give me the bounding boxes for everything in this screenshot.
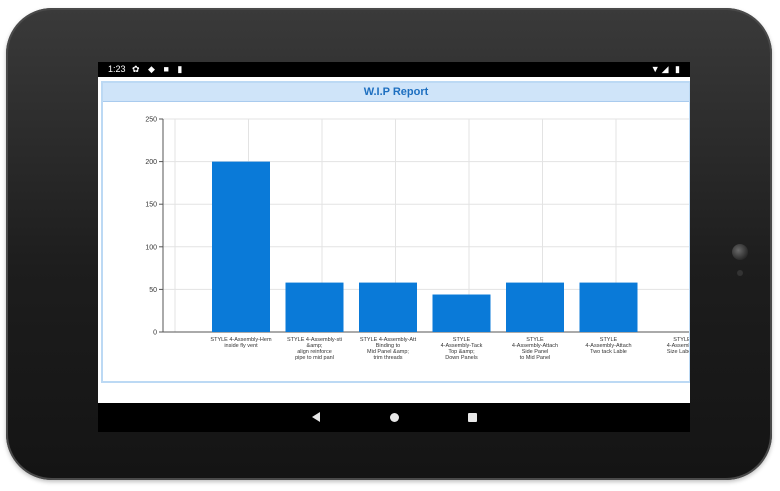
report-title: W.I.P Report	[103, 83, 689, 102]
x-category-label-line: 4-Assembly-Attach	[585, 343, 631, 349]
x-category-label-line: to Mid Panel	[520, 355, 551, 361]
bar[interactable]	[506, 282, 564, 332]
y-tick-label: 50	[149, 287, 157, 294]
x-category-label-line: STYLE	[453, 337, 471, 343]
back-icon[interactable]	[312, 412, 320, 422]
status-time: 1:23	[108, 64, 126, 74]
status-bar: 1:23 ✿ ◆ ■ ▮ ▼◢ ▮	[98, 62, 690, 77]
x-category-label-line: trim threads	[373, 355, 402, 361]
x-category-label-line: pipe to mid panl	[295, 355, 334, 361]
y-tick-label: 150	[145, 202, 157, 209]
x-category-label-line: Down Panels	[445, 355, 478, 361]
device-screen: 1:23 ✿ ◆ ■ ▮ ▼◢ ▮ W.I.P Report 0 50 100 150…	[98, 62, 690, 432]
x-category-label-line: STYLE 4-Assembly-Att	[360, 337, 417, 343]
x-category-label-line: Binding to	[376, 343, 400, 349]
x-category-label: STYLE 4-Assembly-sti &amp; align reinforce…	[287, 337, 342, 361]
camera-icon	[732, 244, 748, 260]
home-icon[interactable]	[390, 413, 399, 422]
y-tick-label: 200	[145, 159, 157, 166]
x-category-label-line: STYLE	[600, 337, 618, 343]
app-content: W.I.P Report 0 50 100 150 200 250 STYLE 4-Asse…	[98, 77, 690, 403]
bar[interactable]	[359, 282, 417, 332]
x-category-label-line: STYLE 4-Assembly-sti	[287, 337, 342, 343]
wip-report-panel: W.I.P Report 0 50 100 150 200 250 STYLE 4-Asse…	[101, 81, 690, 383]
x-category-label-line: align reinforce	[297, 349, 332, 355]
x-category-label-line: STYLE 4-Assembly-Hem	[210, 337, 272, 343]
x-category-label-line: inside fly vent	[224, 343, 258, 349]
x-category-label-line: 4-Assembly-	[667, 343, 689, 349]
x-category-label: STYLE 4-Assembly-Tack Top &amp; Down Panels	[441, 337, 483, 361]
bar[interactable]	[212, 161, 270, 332]
x-category-label-line: Top &amp;	[448, 349, 475, 355]
y-tick-label: 250	[145, 117, 157, 124]
bar[interactable]	[432, 294, 491, 332]
x-category-label: STYLE 4-Assembly-Att Binding to Mid Panel …	[360, 337, 417, 361]
navigation-bar	[98, 403, 690, 432]
x-category-label: STYLE 4-Assembly-Attach Side Panel to Mid P…	[512, 337, 558, 361]
status-notification-icons: ✿ ◆ ■ ▮	[132, 64, 186, 74]
y-tick-label: 0	[153, 330, 157, 337]
x-category-label-line: Side Panel	[522, 349, 549, 355]
x-category-label-line: STYLE	[673, 337, 689, 343]
y-tick-label: 100	[145, 244, 157, 251]
bar[interactable]	[285, 282, 344, 332]
x-category-label-line: Mid Panel &amp;	[367, 349, 409, 355]
bar[interactable]	[579, 282, 638, 332]
x-category-label-line: STYLE	[526, 337, 544, 343]
sensor-icon	[737, 270, 743, 276]
x-category-label: STYLE 4-Assembly-Hem inside fly vent	[210, 337, 272, 349]
chart-container[interactable]: 0 50 100 150 200 250 STYLE 4-Assembly-Hem insid…	[103, 103, 690, 381]
x-category-label-line: 4-Assembly-Attach	[512, 343, 558, 349]
x-category-label-line: 4-Assembly-Tack	[441, 343, 483, 349]
x-category-label-line: Two tack Lable	[590, 349, 627, 355]
status-system-icons: ▼◢ ▮	[650, 64, 682, 74]
x-category-label: STYLE 4-Assembly-Attach Two tack Lable	[585, 337, 631, 355]
x-category-label-line: Size Label n	[667, 349, 689, 355]
recent-apps-icon[interactable]	[468, 413, 477, 422]
wip-bar-chart[interactable]: 0 50 100 150 200 250 STYLE 4-Assembly-Hem insid…	[103, 103, 690, 381]
x-category-label-line: &amp;	[307, 343, 323, 349]
